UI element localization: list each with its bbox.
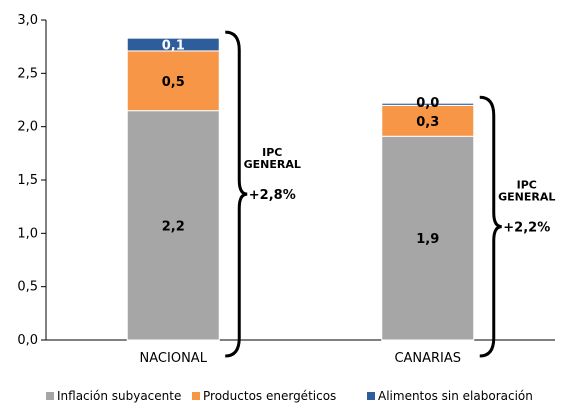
data-label: 0,0 xyxy=(416,96,439,111)
y-tick-label: 0,5 xyxy=(17,280,38,295)
brace xyxy=(225,30,248,358)
bar-segment xyxy=(126,110,220,341)
y-axis: 0,0 0,5 1,0 1,5 2,0 2,5 3,0 xyxy=(17,13,555,348)
data-labels: 2,2 0,5 0,1 1,9 0,3 0,0 xyxy=(162,39,440,248)
annotation-line2: GENERAL xyxy=(244,158,301,171)
bar-segment xyxy=(381,102,475,106)
brace xyxy=(479,95,502,358)
data-label: 0,3 xyxy=(416,115,439,130)
y-tick-label: 1,0 xyxy=(17,226,38,241)
annotation-line1: IPC xyxy=(517,179,537,192)
x-tick-label: CANARIAS xyxy=(394,351,461,366)
annotation-value: +2,8% xyxy=(249,188,296,203)
legend-swatch xyxy=(367,392,375,400)
legend-swatch xyxy=(46,392,54,400)
y-tick-label: 1,5 xyxy=(17,173,38,188)
bars xyxy=(126,37,475,341)
y-tick-label: 3,0 xyxy=(17,13,38,28)
x-tick-label: NACIONAL xyxy=(140,351,208,366)
data-label: 2,2 xyxy=(162,219,185,234)
data-label: 0,1 xyxy=(162,39,185,54)
data-label: 1,9 xyxy=(416,232,439,247)
data-label: 0,5 xyxy=(162,75,185,90)
annotation-value: +2,2% xyxy=(503,221,550,236)
annotation-line1: IPC xyxy=(262,146,282,159)
legend-label: Alimentos sin elaboración xyxy=(378,389,533,403)
annotation-line2: GENERAL xyxy=(498,191,555,204)
legend-swatch xyxy=(192,392,200,400)
y-tick-label: 0,0 xyxy=(17,333,38,348)
bar-segment xyxy=(126,50,220,112)
legend: Inflación subyacente Productos energético… xyxy=(46,389,533,403)
y-tick-label: 2,5 xyxy=(17,66,38,81)
category-labels: NACIONAL CANARIAS xyxy=(140,351,462,366)
legend-label: Inflación subyacente xyxy=(57,389,181,403)
bar-segment xyxy=(126,37,220,52)
legend-label: Productos energéticos xyxy=(203,389,336,403)
y-tick-label: 2,0 xyxy=(17,120,38,135)
